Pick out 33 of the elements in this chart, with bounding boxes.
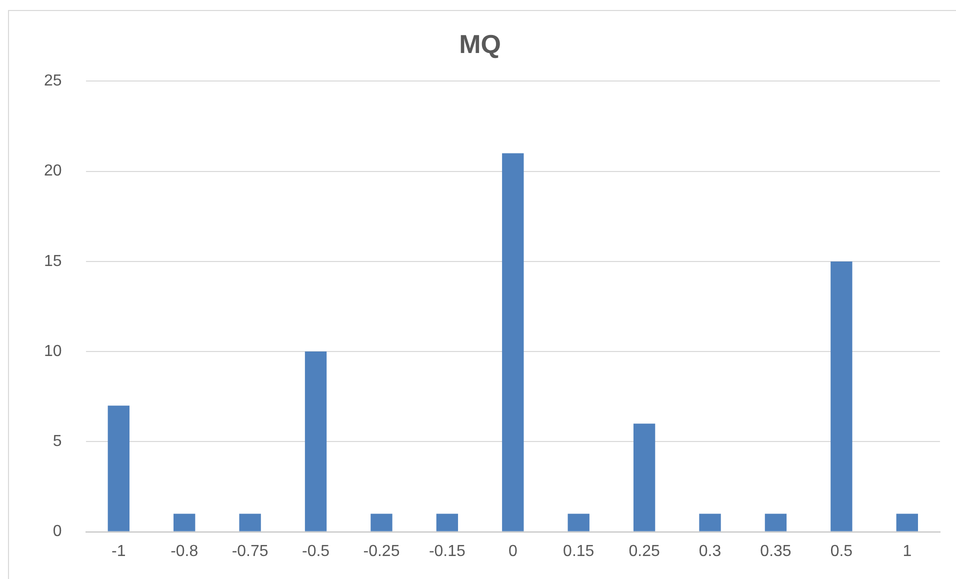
x-tick-label: 0	[508, 542, 518, 560]
x-tick-label: 0.25	[628, 542, 660, 560]
bar	[108, 406, 130, 532]
x-tick-label: 0.15	[563, 542, 594, 560]
bar	[633, 424, 656, 532]
chart-title: MQ	[459, 28, 501, 59]
bar	[764, 514, 787, 532]
bar	[830, 261, 852, 532]
bar	[436, 514, 458, 532]
bar	[304, 352, 327, 532]
bar	[568, 514, 590, 532]
bar	[502, 153, 524, 532]
y-tick-label: 10	[44, 342, 62, 360]
x-tick-label: -1	[112, 542, 126, 560]
y-tick-label: 15	[44, 252, 62, 270]
y-tick-label: 20	[44, 162, 62, 180]
x-tick-label: 0.3	[698, 542, 722, 560]
x-tick-label: -0.15	[428, 542, 466, 560]
x-tick-label: -0.25	[363, 542, 400, 560]
x-tick-label: -0.75	[232, 542, 268, 560]
bar	[699, 514, 721, 532]
bar	[174, 514, 196, 532]
x-tick-label: -0.8	[170, 542, 198, 560]
y-tick-label: 25	[44, 72, 62, 90]
y-tick-label: 0	[52, 523, 62, 540]
x-tick-label: -0.5	[302, 542, 330, 560]
y-tick-label: 5	[52, 433, 62, 450]
x-tick-label: 0.5	[830, 542, 853, 560]
bar	[239, 514, 261, 532]
x-tick-label: 0.35	[760, 542, 792, 560]
x-tick-label: 1	[902, 542, 912, 560]
bar	[370, 514, 392, 532]
bar	[896, 514, 918, 532]
